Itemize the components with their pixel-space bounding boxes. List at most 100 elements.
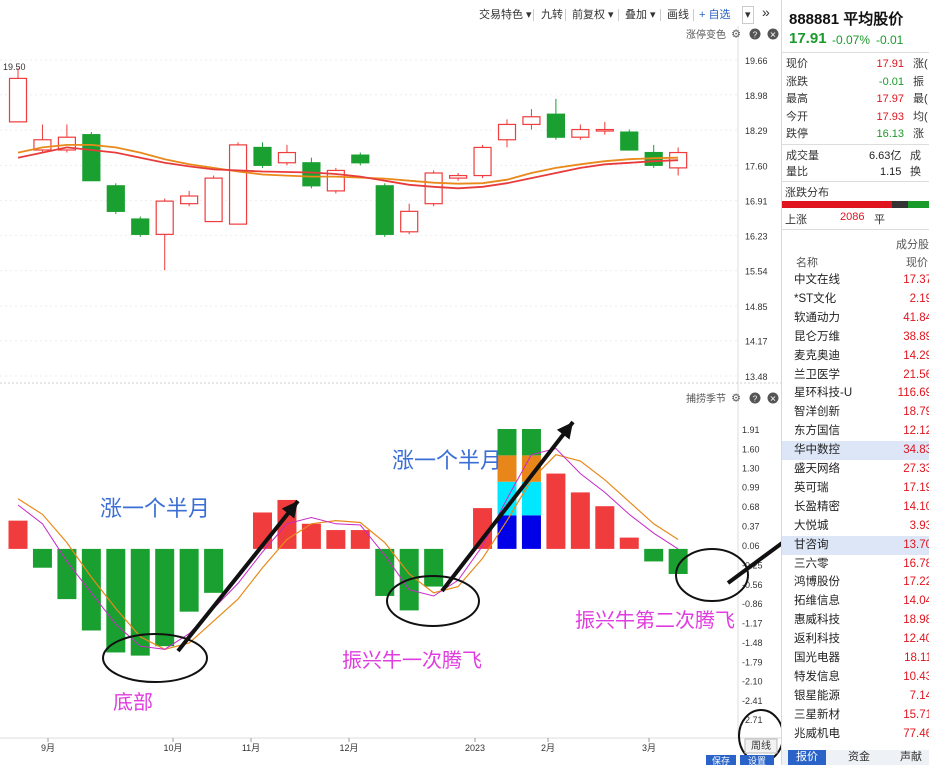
component-row[interactable]: 智洋创新 18.79	[782, 403, 929, 422]
component-price: 18.11	[904, 652, 929, 664]
indicator-tick-label: 1.60	[742, 444, 760, 454]
component-row[interactable]: 三星新材 15.71	[782, 706, 929, 725]
watchlist-dropdown-icon[interactable]: ▾	[742, 6, 754, 24]
component-name: *ST文化	[794, 292, 837, 305]
component-row[interactable]: 长盈精密 14.10	[782, 498, 929, 517]
component-row[interactable]: 盛天网络 27.33	[782, 460, 929, 479]
sub-close-icon[interactable]	[767, 392, 779, 404]
annotation-first-fly: 振兴牛一次腾飞	[342, 649, 482, 672]
indicator-bar	[8, 520, 28, 549]
indicator-tick-label: -2.71	[742, 715, 763, 725]
component-row[interactable]: 国光电器 18.11	[782, 649, 929, 668]
component-row[interactable]: 大悦城 3.93	[782, 517, 929, 536]
component-price: 7.14	[909, 689, 929, 702]
indicator-bar	[546, 473, 566, 549]
column-price-header: 现价	[906, 257, 928, 269]
component-row[interactable]: 英可瑞 17.19	[782, 479, 929, 498]
component-row[interactable]: 软通动力 41.84	[782, 309, 929, 328]
component-row[interactable]: 拓维信息 14.04	[782, 592, 929, 611]
indicator-bar	[155, 548, 175, 647]
component-row[interactable]: 兰卫医学 21.56	[782, 366, 929, 385]
component-row[interactable]: 中文在线 17.37	[782, 271, 929, 290]
component-row[interactable]: 银星能源 7.14	[782, 687, 929, 706]
component-row[interactable]: 甘咨询 13.70	[782, 535, 929, 555]
quote-value: 17.93	[876, 110, 904, 123]
adjustment-dropdown[interactable]: 前复权 ▾	[572, 9, 614, 21]
component-name: 昆仑万维	[794, 330, 840, 343]
help-icon[interactable]	[749, 28, 761, 40]
indicator-bar	[350, 530, 370, 549]
component-row[interactable]: 返利科技 12.40	[782, 630, 929, 649]
volume-value: 6.63亿	[869, 150, 902, 162]
component-price: 13.70	[903, 538, 929, 551]
candle-body	[571, 128, 590, 138]
component-name: 软通动力	[794, 311, 840, 324]
price-tick-label: 13.48	[745, 372, 768, 382]
indicator-tick-label: -1.48	[742, 638, 763, 648]
component-row[interactable]: 鸿博股份 17.22	[782, 573, 929, 592]
overlay-dropdown[interactable]: 叠加 ▾	[625, 9, 656, 21]
ratio-value: 1.15	[880, 166, 902, 178]
time-axis-label: 2月	[541, 743, 555, 753]
component-row[interactable]: 麦克奥迪 14.29	[782, 347, 929, 366]
rise-arrow-1-head	[281, 501, 298, 519]
indicator-bar	[595, 506, 615, 549]
trading-feature-dropdown[interactable]: 交易特色 ▾	[479, 9, 532, 21]
period-button-bg[interactable]	[744, 738, 778, 754]
price-tick-label: 14.17	[745, 337, 768, 347]
component-price: 41.84	[903, 311, 929, 324]
tab-funds[interactable]: 资金	[848, 751, 870, 763]
save-button: 保存	[712, 755, 730, 765]
up-label: 上涨	[785, 214, 807, 226]
indicator-tick-label: 0.99	[742, 483, 760, 493]
candle-body	[106, 185, 125, 212]
column-name-header: 名称	[796, 257, 818, 269]
component-row[interactable]: 华中数控 34.83	[782, 441, 929, 461]
indicator-bar	[375, 548, 395, 596]
expand-icon[interactable]: »	[762, 4, 770, 20]
candle-body	[277, 151, 297, 164]
candle-body	[82, 134, 101, 182]
tab-quote[interactable]: 报价	[788, 750, 826, 765]
second-fly-circle	[675, 548, 749, 602]
rise-arrow-2	[440, 420, 575, 593]
candle-body	[204, 177, 223, 223]
component-name: 甘咨询	[794, 538, 829, 551]
component-row[interactable]: 惠威科技 18.98	[782, 611, 929, 630]
component-price: 34.83	[903, 444, 929, 457]
component-row[interactable]: 昆仑万维 38.89	[782, 328, 929, 347]
indicator-bar	[106, 548, 126, 653]
quote-row: 跌停 16.13 涨	[786, 126, 926, 142]
component-row[interactable]: 三六零 16.78	[782, 555, 929, 574]
component-row[interactable]: 兆威机电 77.46	[782, 725, 929, 744]
component-price: 77.46	[903, 727, 929, 740]
component-price: 21.56	[903, 368, 929, 381]
component-price: 17.19	[903, 481, 929, 494]
indicator-bar	[473, 508, 493, 549]
tab-contribution[interactable]: 声献	[900, 751, 922, 763]
sub-help-icon[interactable]	[749, 392, 761, 404]
price-tick-label: 18.29	[745, 126, 768, 136]
annotation-rise-first: 涨一个半月	[100, 496, 210, 521]
close-icon[interactable]	[767, 28, 779, 40]
component-row[interactable]: 星环科技-U 116.69	[782, 384, 929, 403]
settings-button-bg[interactable]	[740, 755, 774, 765]
save-button-bg[interactable]	[706, 755, 736, 765]
volume-row: 成交量 6.63亿 成	[786, 150, 921, 162]
candle-body	[57, 136, 77, 151]
indicator-bar-segment	[521, 429, 541, 456]
candle-body	[400, 210, 419, 233]
component-row[interactable]: *ST文化 2.19	[782, 290, 929, 309]
price-tick-label: 15.54	[745, 267, 768, 277]
draw-line-button[interactable]: 画线	[667, 9, 689, 21]
sub-close-icon-glyph: ✕	[770, 395, 777, 404]
add-watchlist-button[interactable]: + 自选	[699, 9, 731, 21]
indicator-bar-segment	[521, 481, 541, 516]
nine-turn-button[interactable]: 九转	[541, 9, 563, 21]
time-axis-label: 9月	[41, 743, 55, 753]
component-row[interactable]: 特发信息 10.43	[782, 668, 929, 687]
component-row[interactable]: 东方国信 12.12	[782, 422, 929, 441]
quote-side-label: 涨(	[913, 58, 928, 70]
high-price-marker: 19.50	[3, 62, 26, 72]
kline-chart-area[interactable]: 19.66 18.98 18.29 17.60 16.91 16.23 15.54 14.85…	[0, 26, 781, 765]
